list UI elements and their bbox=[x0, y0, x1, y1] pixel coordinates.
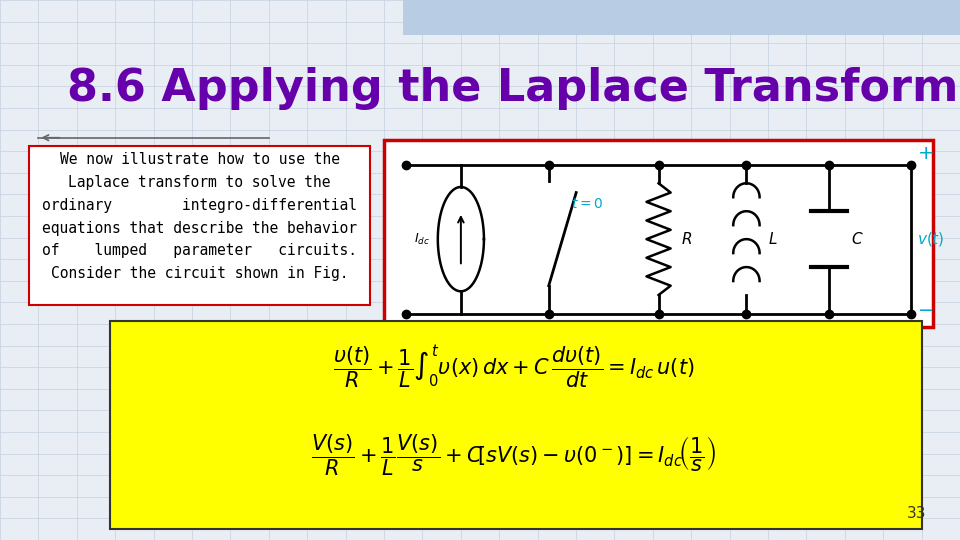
Text: $I_{dc}$: $I_{dc}$ bbox=[414, 232, 430, 247]
Text: $v(t)$: $v(t)$ bbox=[917, 230, 945, 248]
Text: 8.6 Applying the Laplace Transform: 8.6 Applying the Laplace Transform bbox=[67, 68, 959, 111]
Text: $t = 0$: $t = 0$ bbox=[570, 197, 603, 211]
Text: $C$: $C$ bbox=[851, 231, 863, 247]
Text: $+$: $+$ bbox=[917, 144, 933, 163]
Text: We now illustrate how to use the
Laplace transform to solve the
ordinary        : We now illustrate how to use the Laplace… bbox=[42, 152, 357, 281]
Text: $\dfrac{V(s)}{R} + \dfrac{1}{L}\dfrac{V(s)}{s} + C\!\left[sV(s) - \upsilon(0^-)\: $\dfrac{V(s)}{R} + \dfrac{1}{L}\dfrac{V(… bbox=[311, 432, 716, 477]
FancyBboxPatch shape bbox=[110, 321, 922, 529]
Text: 33: 33 bbox=[907, 506, 926, 521]
FancyBboxPatch shape bbox=[403, 0, 960, 35]
Text: $L$: $L$ bbox=[768, 231, 778, 247]
FancyBboxPatch shape bbox=[384, 140, 933, 327]
Text: $R$: $R$ bbox=[681, 231, 692, 247]
FancyBboxPatch shape bbox=[29, 146, 370, 305]
Text: $\dfrac{\upsilon(t)}{R} + \dfrac{1}{L}\int_0^t \upsilon(x)\,dx + C\,\dfrac{d\ups: $\dfrac{\upsilon(t)}{R} + \dfrac{1}{L}\i… bbox=[333, 343, 694, 390]
Text: $-$: $-$ bbox=[917, 299, 933, 318]
